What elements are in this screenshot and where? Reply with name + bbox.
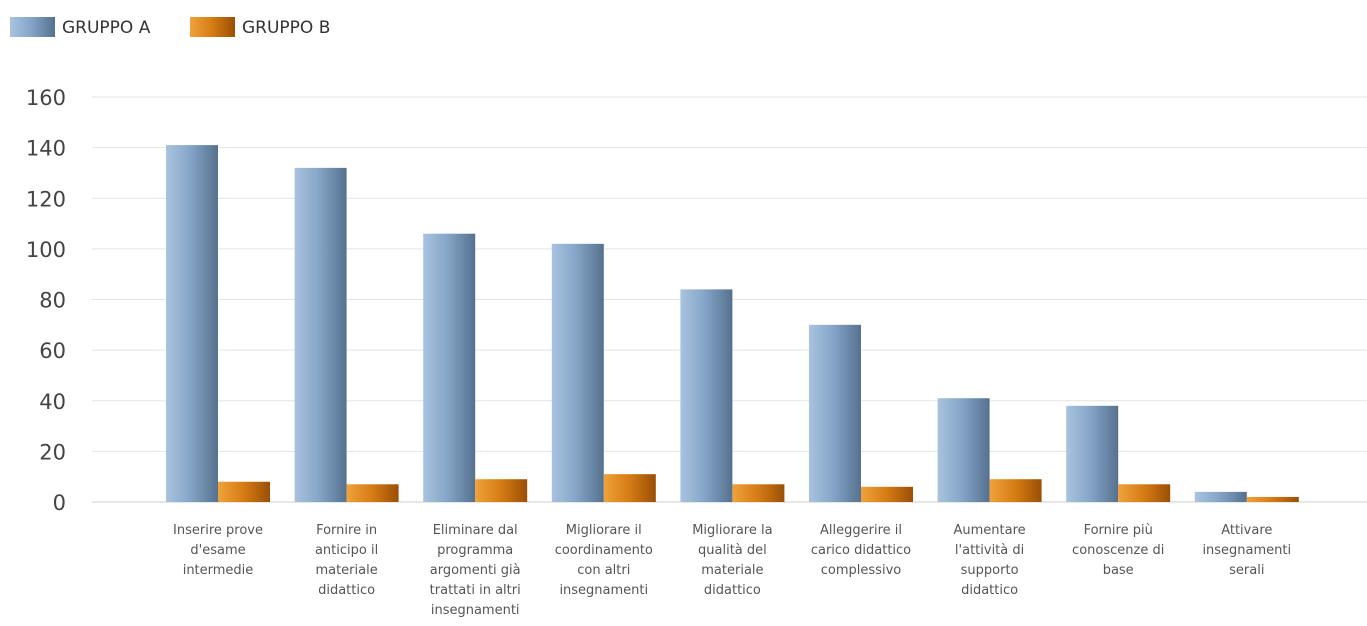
bar-gruppo-b-8	[1118, 484, 1171, 502]
x-tick-label-8: Fornire più conoscenze di base	[1072, 523, 1164, 578]
x-tick-label-line: didattico	[961, 583, 1018, 598]
x-tick-label-line: base	[1103, 563, 1134, 578]
x-tick-label-line: materiale	[701, 563, 763, 578]
x-tick-label-7: Aumentare l'attività di supporto didattico	[954, 523, 1026, 598]
x-tick-label-6: Alleggerire il carico didattico complessiv…	[811, 523, 911, 578]
bar-gruppo-b-3	[475, 479, 528, 502]
x-tick-label-line: Fornire in	[316, 523, 377, 538]
bars	[166, 145, 1299, 502]
x-tick-label-9: Attivare insegnamenti serali	[1202, 523, 1291, 578]
legend-label-1: GRUPPO A	[62, 18, 151, 38]
bar-gruppo-a-3	[423, 233, 476, 502]
y-tick-label: 60	[39, 339, 66, 363]
x-tick-label-line: didattico	[318, 583, 375, 598]
x-tick-label-line: materiale	[315, 563, 377, 578]
x-tick-label-4: Migliorare il coordinamento con altri inseg…	[555, 523, 653, 598]
legend-swatch-1	[10, 17, 55, 37]
x-tick-label-line: qualità del	[698, 543, 767, 558]
y-tick-label: 40	[39, 390, 66, 414]
y-axis: 0 20 40 60 80 100 120 140 160	[26, 86, 66, 515]
x-tick-label-line: argomenti già	[430, 563, 521, 578]
y-tick-label: 160	[26, 86, 66, 110]
bar-gruppo-a-7	[937, 398, 990, 502]
x-tick-label-line: complessivo	[821, 563, 901, 578]
x-tick-label-line: conoscenze di	[1072, 543, 1164, 558]
bar-gruppo-a-4	[551, 243, 604, 502]
x-tick-label-line: d'esame	[190, 543, 245, 558]
x-tick-label-line: insegnamenti	[431, 603, 520, 618]
bar-gruppo-b-2	[346, 484, 399, 502]
x-tick-label-line: insegnamenti	[1202, 543, 1291, 558]
x-tick-label-line: programma	[437, 543, 513, 558]
bar-gruppo-b-6	[861, 486, 913, 502]
x-tick-label-line: Eliminare dal	[433, 523, 518, 538]
x-tick-label-line: Migliorare la	[692, 523, 772, 538]
x-tick-label-line: Migliorare il	[566, 523, 642, 538]
x-tick-label-line: supporto	[961, 563, 1019, 578]
y-tick-label: 140	[26, 137, 66, 161]
x-tick-label-line: Fornire più	[1084, 523, 1153, 538]
bar-gruppo-b-5	[732, 484, 785, 502]
x-tick-label-line: insegnamenti	[559, 583, 648, 598]
x-tick-label-2: Fornire in anticipo il materiale didattico	[315, 523, 378, 598]
x-tick-label-1: Inserire prove d'esame intermedie	[173, 523, 263, 578]
x-tick-label-line: carico didattico	[811, 543, 911, 558]
x-tick-label-5: Migliorare la qualità del materiale didatti…	[692, 523, 772, 598]
y-tick-label: 0	[53, 491, 66, 515]
x-tick-label-line: intermedie	[183, 563, 254, 578]
x-tick-label-line: Alleggerire il	[820, 523, 902, 538]
x-axis: Inserire prove d'esame intermedie Fornire i…	[173, 523, 1291, 618]
x-tick-label-line: Aumentare	[954, 523, 1026, 538]
x-tick-label-line: coordinamento	[555, 543, 653, 558]
y-tick-label: 80	[39, 289, 66, 313]
y-tick-label: 120	[26, 187, 66, 211]
x-tick-label-line: l'attività di	[955, 543, 1024, 558]
x-tick-label-line: Inserire prove	[173, 523, 263, 538]
y-tick-label: 100	[26, 238, 66, 262]
bar-gruppo-a-8	[1066, 405, 1119, 502]
bar-gruppo-b-1	[218, 481, 270, 502]
bar-gruppo-a-9	[1194, 491, 1247, 502]
bar-gruppo-a-5	[680, 289, 733, 502]
x-tick-label-line: anticipo il	[315, 543, 378, 558]
x-tick-label-line: didattico	[704, 583, 761, 598]
x-tick-label-line: trattati in altri	[430, 583, 521, 598]
bar-gruppo-a-6	[809, 324, 861, 502]
bar-gruppo-a-1	[166, 145, 218, 502]
x-tick-label-line: con altri	[577, 563, 630, 578]
y-tick-label: 20	[39, 440, 66, 464]
legend: GRUPPO A GRUPPO B	[10, 17, 330, 38]
legend-swatch-2	[190, 17, 235, 37]
bar-gruppo-a-2	[294, 167, 347, 502]
bar-gruppo-b-7	[989, 479, 1042, 502]
x-tick-label-line: Attivare	[1221, 523, 1272, 538]
bar-gruppo-b-4	[603, 474, 656, 502]
bar-gruppo-b-9	[1246, 496, 1299, 502]
x-tick-label-3: Eliminare dal programma argomenti già tratt…	[430, 523, 521, 618]
x-tick-label-line: serali	[1229, 563, 1264, 578]
legend-label-2: GRUPPO B	[242, 18, 330, 38]
